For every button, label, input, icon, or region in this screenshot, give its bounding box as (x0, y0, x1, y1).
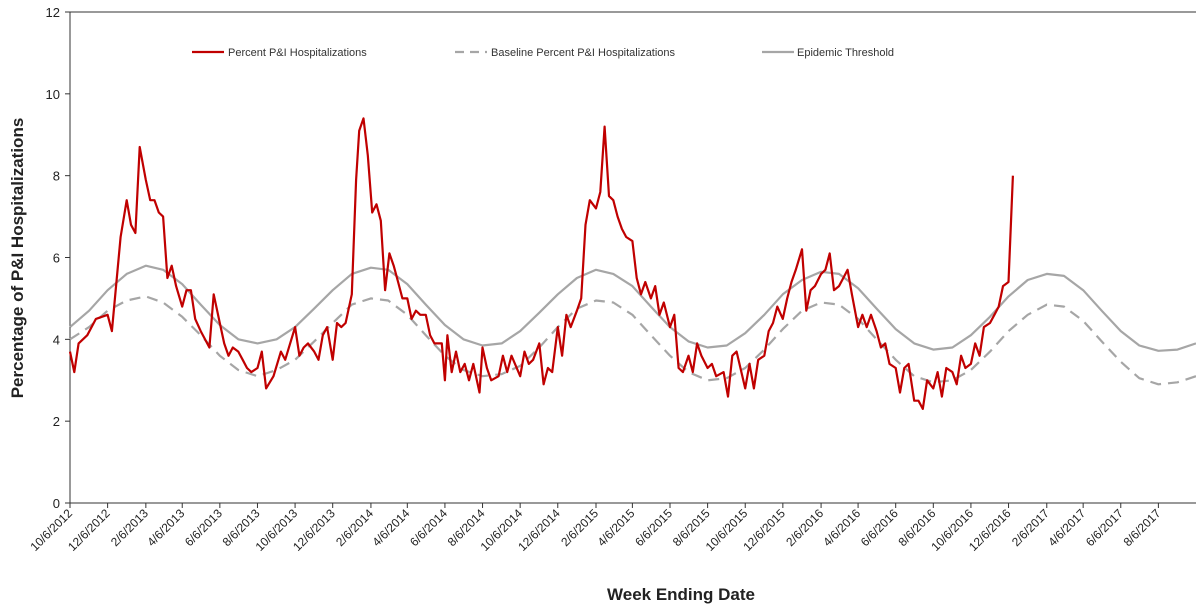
x-axis-title: Week Ending Date (607, 585, 755, 604)
legend-label: Epidemic Threshold (797, 47, 894, 59)
x-tick-label: 2/6/2017 (1009, 506, 1052, 549)
series-line-percent-pi (68, 117, 1014, 410)
series-line-epidemic-threshold (69, 264, 1196, 352)
legend: Percent P&I Hospitalizations Baseline Per… (192, 47, 894, 59)
x-tick-label: 12/6/2014 (515, 506, 563, 554)
y-ticks: 0 2 4 6 8 10 12 (46, 5, 70, 511)
x-tick-label: 6/6/2017 (1083, 506, 1126, 549)
x-tick-label: 2/6/2015 (558, 506, 601, 549)
x-tick-label: 4/6/2016 (820, 506, 863, 549)
series-line-baseline (69, 295, 1196, 386)
y-tick-label: 8 (53, 169, 60, 184)
x-tick-label: 2/6/2013 (108, 506, 151, 549)
y-tick-label: 12 (46, 5, 60, 20)
y-tick-label: 0 (53, 496, 60, 511)
plot-area: 0 2 4 6 8 10 12 10/6/201212/6/20122/6/20134/6/… (27, 5, 1196, 554)
x-tick-label: 2/6/2014 (333, 506, 376, 549)
x-tick-label: 12/6/2016 (966, 506, 1014, 554)
x-tick-label: 4/6/2014 (369, 506, 412, 549)
x-tick-label: 12/6/2015 (740, 506, 788, 554)
legend-epidemic-threshold: Epidemic Threshold (762, 47, 894, 59)
y-axis-title: Percentage of P&I Hospitalizations (8, 118, 27, 399)
y-tick-label: 10 (46, 87, 60, 102)
x-tick-label: 4/6/2013 (144, 506, 187, 549)
legend-baseline: Baseline Percent P&I Hospitalizations (455, 47, 676, 59)
x-tick-label: 8/6/2017 (1121, 506, 1164, 549)
x-tick-label: 6/6/2013 (182, 506, 225, 549)
x-tick-label: 12/6/2012 (65, 506, 113, 554)
x-tick-label: 6/6/2015 (632, 506, 675, 549)
x-tick-label: 4/6/2015 (595, 506, 638, 549)
legend-label: Percent P&I Hospitalizations (228, 47, 367, 59)
x-tick-label: 6/6/2014 (407, 506, 450, 549)
series-layer (68, 117, 1196, 410)
y-tick-label: 2 (53, 414, 60, 429)
x-tick-label: 4/6/2017 (1045, 506, 1088, 549)
x-tick-label: 6/6/2016 (858, 506, 901, 549)
x-tick-label: 12/6/2013 (290, 506, 338, 554)
legend-percent-pi: Percent P&I Hospitalizations (192, 47, 367, 59)
x-ticks: 10/6/201212/6/20122/6/20134/6/20136/6/20… (27, 503, 1164, 554)
y-tick-label: 6 (53, 251, 60, 266)
legend-label: Baseline Percent P&I Hospitalizations (491, 47, 676, 59)
y-tick-label: 4 (53, 332, 60, 347)
x-tick-label: 2/6/2016 (783, 506, 826, 549)
